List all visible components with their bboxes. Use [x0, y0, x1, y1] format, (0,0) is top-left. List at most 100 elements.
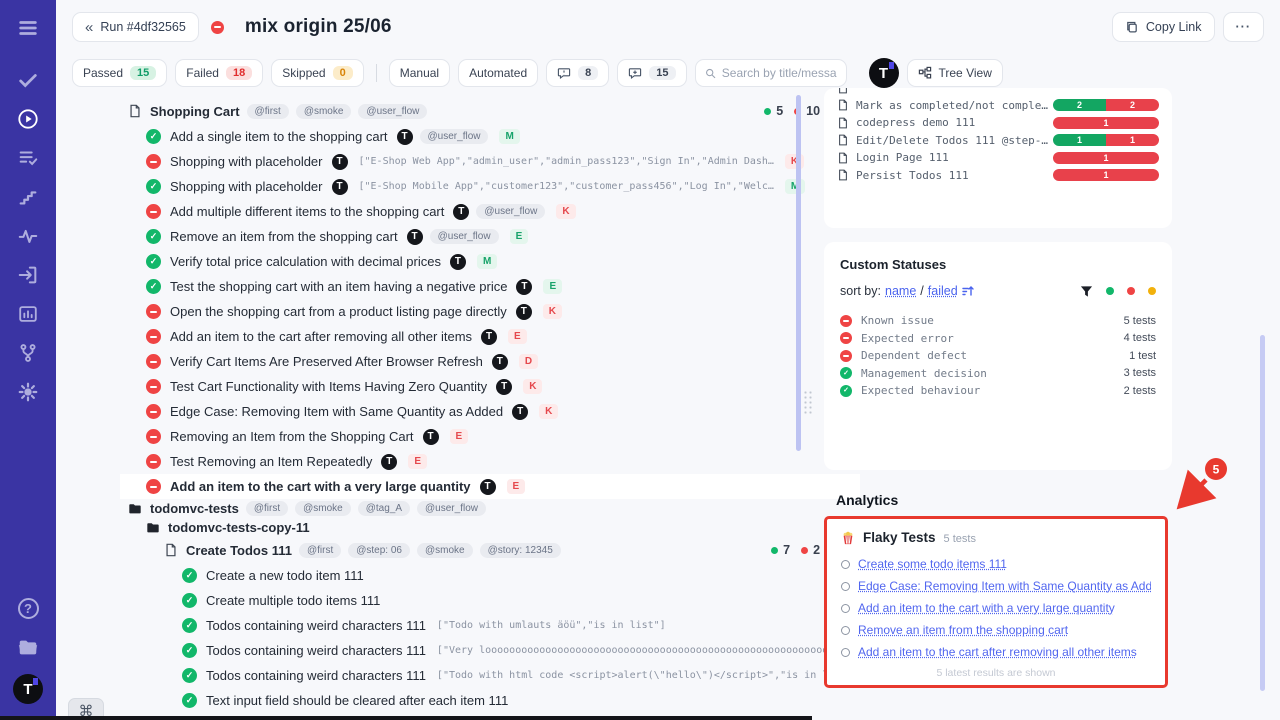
user-avatar-small[interactable]: T [868, 58, 899, 88]
status-letter-badge[interactable]: E [506, 479, 526, 494]
flaky-test-link[interactable]: Edge Case: Removing Item with Same Quant… [858, 579, 1151, 593]
file-result-row[interactable]: Edit/Delete Todos 111 @step-… 1 1 [837, 132, 1159, 150]
filter-failed[interactable]: Failed 18 [175, 59, 264, 87]
sort-by-name-link[interactable]: name [885, 284, 917, 298]
tag-chip[interactable]: @first [245, 501, 289, 516]
file-result-row[interactable]: Login Page 111 1 [837, 149, 1159, 167]
test-row[interactable]: Test Removing an Item Repeatedly T E [120, 449, 860, 474]
status-letter-badge[interactable]: K [556, 204, 576, 219]
status-letter-badge[interactable]: E [508, 329, 527, 344]
status-letter-badge[interactable]: E [408, 454, 427, 469]
tag-chip[interactable]: @smoke [295, 103, 352, 119]
filter-passed[interactable]: Passed 15 [72, 59, 168, 87]
filter-automated[interactable]: Automated [458, 59, 539, 87]
tag-chip[interactable]: @user_flow [476, 204, 546, 219]
folder-row[interactable]: todomvc-tests-copy-11 [120, 518, 860, 537]
tag-chip[interactable]: @story: 12345 [479, 542, 561, 558]
more-options-button[interactable]: ··· [1222, 12, 1264, 42]
command-shortcut-button[interactable]: ⌘ [68, 698, 104, 720]
sort-by-failed-link[interactable]: failed [927, 284, 958, 298]
test-row[interactable]: ✓ Shopping with placeholder T ["E-Shop Mobi… [120, 174, 860, 199]
tag-chip[interactable]: @user_flow [358, 103, 428, 119]
legend-skipped-dot[interactable] [1148, 287, 1156, 295]
tag-chip[interactable]: @smoke [416, 542, 473, 558]
projects-folder-icon[interactable] [16, 635, 40, 659]
search-input[interactable] [721, 66, 837, 80]
flaky-test-link[interactable]: Add an item to the cart with a very larg… [858, 601, 1115, 615]
flaky-test-link[interactable]: Add an item to the cart after removing a… [858, 645, 1137, 659]
tree-scrollbar[interactable] [796, 95, 801, 451]
tree-view-button[interactable]: Tree View [906, 59, 1003, 87]
tag-chip[interactable]: @user_flow [429, 229, 499, 244]
test-row[interactable]: Test Cart Functionality with Items Havin… [120, 374, 860, 399]
test-row[interactable]: Removing an Item from the Shopping Cart T… [120, 424, 860, 449]
custom-status-row[interactable]: ✓ Management decision 3 tests [840, 365, 1156, 383]
custom-status-row[interactable]: Known issue 5 tests [840, 312, 1156, 330]
test-row[interactable]: ✓ Create a new todo item 111 [120, 563, 860, 588]
back-to-run-button[interactable]: « Run #4df32565 [72, 12, 199, 42]
test-row[interactable]: ✓ Text input field should be cleared afte… [120, 688, 860, 713]
steps-icon[interactable] [16, 185, 40, 209]
status-letter-badge[interactable]: D [518, 354, 539, 369]
test-row[interactable]: ✓ Test the shopping cart with an item hav… [120, 274, 860, 299]
menu-icon[interactable] [16, 16, 40, 40]
runs-icon[interactable] [16, 107, 40, 131]
status-letter-badge[interactable]: M [499, 129, 520, 144]
status-letter-badge[interactable]: K [539, 404, 559, 419]
custom-status-row[interactable]: Expected error 4 tests [840, 330, 1156, 348]
test-row[interactable]: Open the shopping cart from a product li… [120, 299, 860, 324]
test-row[interactable]: ✓ Todos containing weird characters 111 ["… [120, 663, 860, 688]
tag-chip[interactable]: @first [246, 103, 289, 119]
flaky-test-link[interactable]: Create some todo items 111 [858, 557, 1007, 571]
file-result-row[interactable]: Persist Todos 111 1 [837, 167, 1159, 185]
filter-manual[interactable]: Manual [388, 59, 451, 87]
file-result-row[interactable]: codepress demo 111 1 [837, 114, 1159, 132]
test-list-icon[interactable] [16, 146, 40, 170]
reports-icon[interactable] [16, 302, 40, 326]
custom-status-row[interactable]: Dependent defect 1 test [840, 347, 1156, 365]
folder-row[interactable]: todomvc-tests @first @smoke @tag_A @user_flo… [120, 499, 860, 518]
test-row[interactable]: Add an item to the cart with a very larg… [120, 474, 860, 499]
test-row[interactable]: ✓ Add a single item to the shopping cart T… [120, 124, 860, 149]
status-letter-badge[interactable]: K [784, 154, 805, 169]
status-letter-badge[interactable]: E [449, 429, 469, 444]
suite-row[interactable]: Shopping Cart@first@smoke@user_flow5100 [120, 98, 860, 124]
test-row[interactable]: Edge Case: Removing Item with Same Quant… [120, 399, 860, 424]
user-avatar[interactable]: T [13, 674, 43, 704]
status-letter-badge[interactable]: K [523, 379, 543, 394]
custom-status-row[interactable]: ✓ Expected behaviour 2 tests [840, 382, 1156, 400]
tag-chip[interactable]: @first [298, 542, 342, 558]
tag-chip[interactable]: @tag_A [357, 501, 411, 516]
filter-comment-adds[interactable]: 15 [617, 59, 687, 87]
file-result-row[interactable]: Mark as completed/not comple… 2 2 [837, 97, 1159, 115]
test-row[interactable]: Add an item to the cart after removing a… [120, 324, 860, 349]
status-letter-badge[interactable]: E [509, 229, 529, 244]
panel-resize-handle[interactable] [803, 390, 813, 416]
test-row[interactable]: ✓ Todos containing weird characters 111 ["… [120, 613, 860, 638]
test-row[interactable]: ✓ Create multiple todo items 111 [120, 588, 860, 613]
copy-link-button[interactable]: Copy Link [1111, 12, 1215, 42]
status-letter-badge[interactable]: M [476, 254, 498, 269]
tag-chip[interactable]: @smoke [295, 501, 351, 516]
status-letter-badge[interactable]: E [543, 279, 563, 294]
panel-scrollbar[interactable] [1260, 335, 1265, 691]
test-row[interactable]: Shopping with placeholder T ["E-Shop Web A… [120, 149, 860, 174]
tag-chip[interactable]: @user_flow [417, 501, 486, 516]
legend-failed-dot[interactable] [1127, 287, 1135, 295]
activity-icon[interactable] [16, 224, 40, 248]
sort-asc-icon[interactable] [961, 285, 974, 297]
branches-icon[interactable] [16, 341, 40, 365]
suite-row[interactable]: Create Todos 111 @first @step: 06 @smoke @st… [120, 537, 860, 563]
help-icon[interactable]: ? [16, 596, 40, 620]
import-icon[interactable] [16, 263, 40, 287]
test-row[interactable]: Verify Cart Items Are Preserved After Br… [120, 349, 860, 374]
filter-comments[interactable]: 8 [546, 59, 610, 87]
filter-skipped[interactable]: Skipped 0 [271, 59, 364, 87]
filter-funnel-icon[interactable] [1080, 285, 1093, 298]
flaky-test-link[interactable]: Remove an item from the shopping cart [858, 623, 1069, 637]
status-letter-badge[interactable]: K [542, 304, 562, 319]
test-row[interactable]: ✓ Verify total price calculation with dec… [120, 249, 860, 274]
settings-gear-icon[interactable] [16, 380, 40, 404]
tag-chip[interactable]: @step: 06 [348, 542, 410, 558]
legend-passed-dot[interactable] [1106, 287, 1114, 295]
